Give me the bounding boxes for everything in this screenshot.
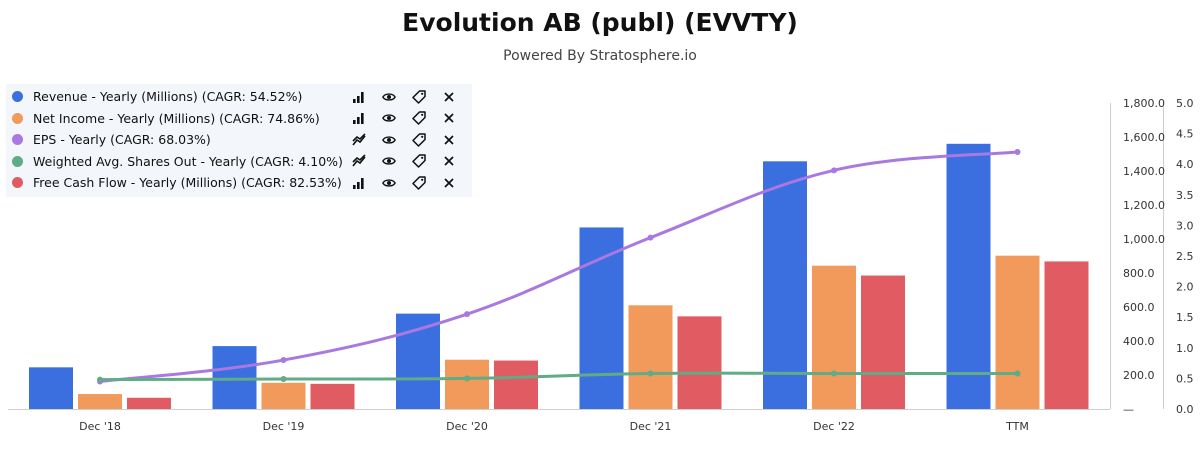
tag-icon[interactable] — [412, 111, 426, 125]
legend-item[interactable]: Free Cash Flow - Yearly (Millions) (CAGR… — [6, 172, 472, 194]
bar-net-5 — [995, 255, 1040, 409]
legend-item[interactable]: EPS - Yearly (CAGR: 68.03%) — [6, 129, 472, 151]
y-left-tick-label: 1,200.0 — [1123, 199, 1165, 212]
bar-revenue-4 — [763, 161, 807, 409]
bar-chart-icon[interactable] — [352, 111, 366, 125]
close-icon[interactable] — [442, 133, 456, 147]
bar-revenue-3 — [579, 227, 624, 409]
legend-label: Weighted Avg. Shares Out - Yearly (CAGR:… — [33, 153, 343, 169]
y-right-tick-label: 3.0 — [1176, 219, 1194, 232]
bar-chart-icon[interactable] — [352, 90, 366, 104]
eye-icon[interactable] — [382, 90, 396, 104]
bar-free-5 — [1044, 261, 1089, 409]
line-point-0-5 — [1014, 148, 1021, 155]
x-tick-label: Dec '19 — [263, 420, 305, 433]
line-point-0-2 — [464, 311, 470, 318]
y-right-tick-label: 5.0 — [1176, 97, 1194, 110]
y-left-tick-label: 800.0 — [1123, 267, 1155, 280]
y-right-tick-label: 1.0 — [1176, 342, 1194, 355]
bar-net-2 — [445, 359, 489, 409]
close-icon[interactable] — [442, 111, 456, 125]
legend-label: Free Cash Flow - Yearly (Millions) (CAGR… — [33, 175, 342, 191]
bar-net-1 — [261, 382, 306, 409]
tag-icon[interactable] — [412, 176, 426, 190]
y-left-tick-label: 200.0 — [1123, 369, 1155, 382]
line-series-1 — [98, 371, 1019, 382]
legend-label: Revenue - Yearly (Millions) (CAGR: 54.52… — [33, 89, 303, 105]
bar-net-3 — [628, 305, 673, 409]
legend-item[interactable]: Weighted Avg. Shares Out - Yearly (CAGR:… — [6, 151, 472, 173]
legend-swatch — [12, 177, 23, 189]
legend: Revenue - Yearly (Millions) (CAGR: 54.52… — [6, 84, 472, 197]
eye-icon[interactable] — [382, 133, 396, 147]
line-point-1-5 — [1014, 370, 1021, 377]
x-tick-label: Dec '18 — [79, 420, 121, 433]
y-right-tick-label: 4.5 — [1176, 128, 1194, 141]
tag-icon[interactable] — [412, 90, 426, 104]
y-right-tick-label: 2.5 — [1176, 250, 1194, 263]
bar-free-4 — [861, 275, 905, 409]
line-point-0-3 — [647, 234, 654, 241]
bar-free-3 — [677, 316, 722, 409]
line-point-0-4 — [831, 167, 837, 174]
bar-net-0 — [78, 394, 122, 409]
x-tick-label: Dec '21 — [630, 420, 672, 433]
y-right-tick-label: 2.0 — [1176, 281, 1194, 294]
bar-free-2 — [494, 360, 538, 409]
y-right-tick-label: 4.0 — [1176, 158, 1194, 171]
legend-swatch — [12, 155, 23, 167]
line-series-0 — [98, 150, 1019, 383]
legend-swatch — [12, 91, 23, 103]
line-chart-icon[interactable] — [352, 133, 366, 147]
legend-item[interactable]: Revenue - Yearly (Millions) (CAGR: 54.52… — [6, 86, 472, 108]
bar-free-0 — [127, 397, 171, 409]
y-left-tick-label: 1,600.0 — [1123, 131, 1165, 144]
bar-revenue-1 — [212, 346, 257, 409]
line-point-0-1 — [280, 357, 287, 364]
y-left-tick-label: 600.0 — [1123, 301, 1155, 314]
tag-icon[interactable] — [412, 133, 426, 147]
bar-free-1 — [310, 383, 355, 409]
x-tick-label: Dec '22 — [813, 420, 855, 433]
bar-chart-icon[interactable] — [352, 176, 366, 190]
chart-subtitle: Powered By Stratosphere.io — [503, 48, 697, 64]
y-right-tick-label: 0.5 — [1176, 372, 1194, 385]
line-point-1-1 — [280, 376, 287, 383]
line-point-1-2 — [464, 375, 470, 382]
legend-item[interactable]: Net Income - Yearly (Millions) (CAGR: 74… — [6, 108, 472, 130]
close-icon[interactable] — [442, 90, 456, 104]
x-tick-label: Dec '20 — [446, 420, 488, 433]
chart-title: Evolution AB (publ) (EVVTY) — [402, 8, 798, 37]
legend-swatch — [12, 112, 23, 124]
y-left-tick-label: 400.0 — [1123, 335, 1155, 348]
bar-revenue-0 — [29, 367, 73, 409]
y-right-tick-label: 1.5 — [1176, 311, 1194, 324]
tag-icon[interactable] — [412, 154, 426, 168]
y-left-tick-label: 1,800.0 — [1123, 97, 1165, 110]
legend-label: Net Income - Yearly (Millions) (CAGR: 74… — [33, 110, 320, 126]
close-icon[interactable] — [442, 154, 456, 168]
line-point-1-4 — [831, 370, 837, 377]
line-point-1-3 — [647, 370, 654, 377]
x-tick-label: TTM — [1005, 420, 1029, 433]
y-left-tick-label: 1,000.0 — [1123, 233, 1165, 246]
close-icon[interactable] — [442, 176, 456, 190]
y-left-tick-label: — — [1123, 403, 1134, 416]
legend-label: EPS - Yearly (CAGR: 68.03%) — [33, 132, 211, 148]
line-chart-icon[interactable] — [352, 154, 366, 168]
eye-icon[interactable] — [382, 111, 396, 125]
y-right-tick-label: 3.5 — [1176, 189, 1194, 202]
bar-revenue-5 — [946, 143, 991, 410]
eye-icon[interactable] — [382, 154, 396, 168]
line-point-1-0 — [97, 376, 103, 383]
y-right-tick-label: 0.0 — [1176, 403, 1194, 416]
bar-net-4 — [812, 265, 856, 409]
eye-icon[interactable] — [382, 176, 396, 190]
y-left-tick-label: 1,400.0 — [1123, 165, 1165, 178]
legend-swatch — [12, 134, 23, 146]
